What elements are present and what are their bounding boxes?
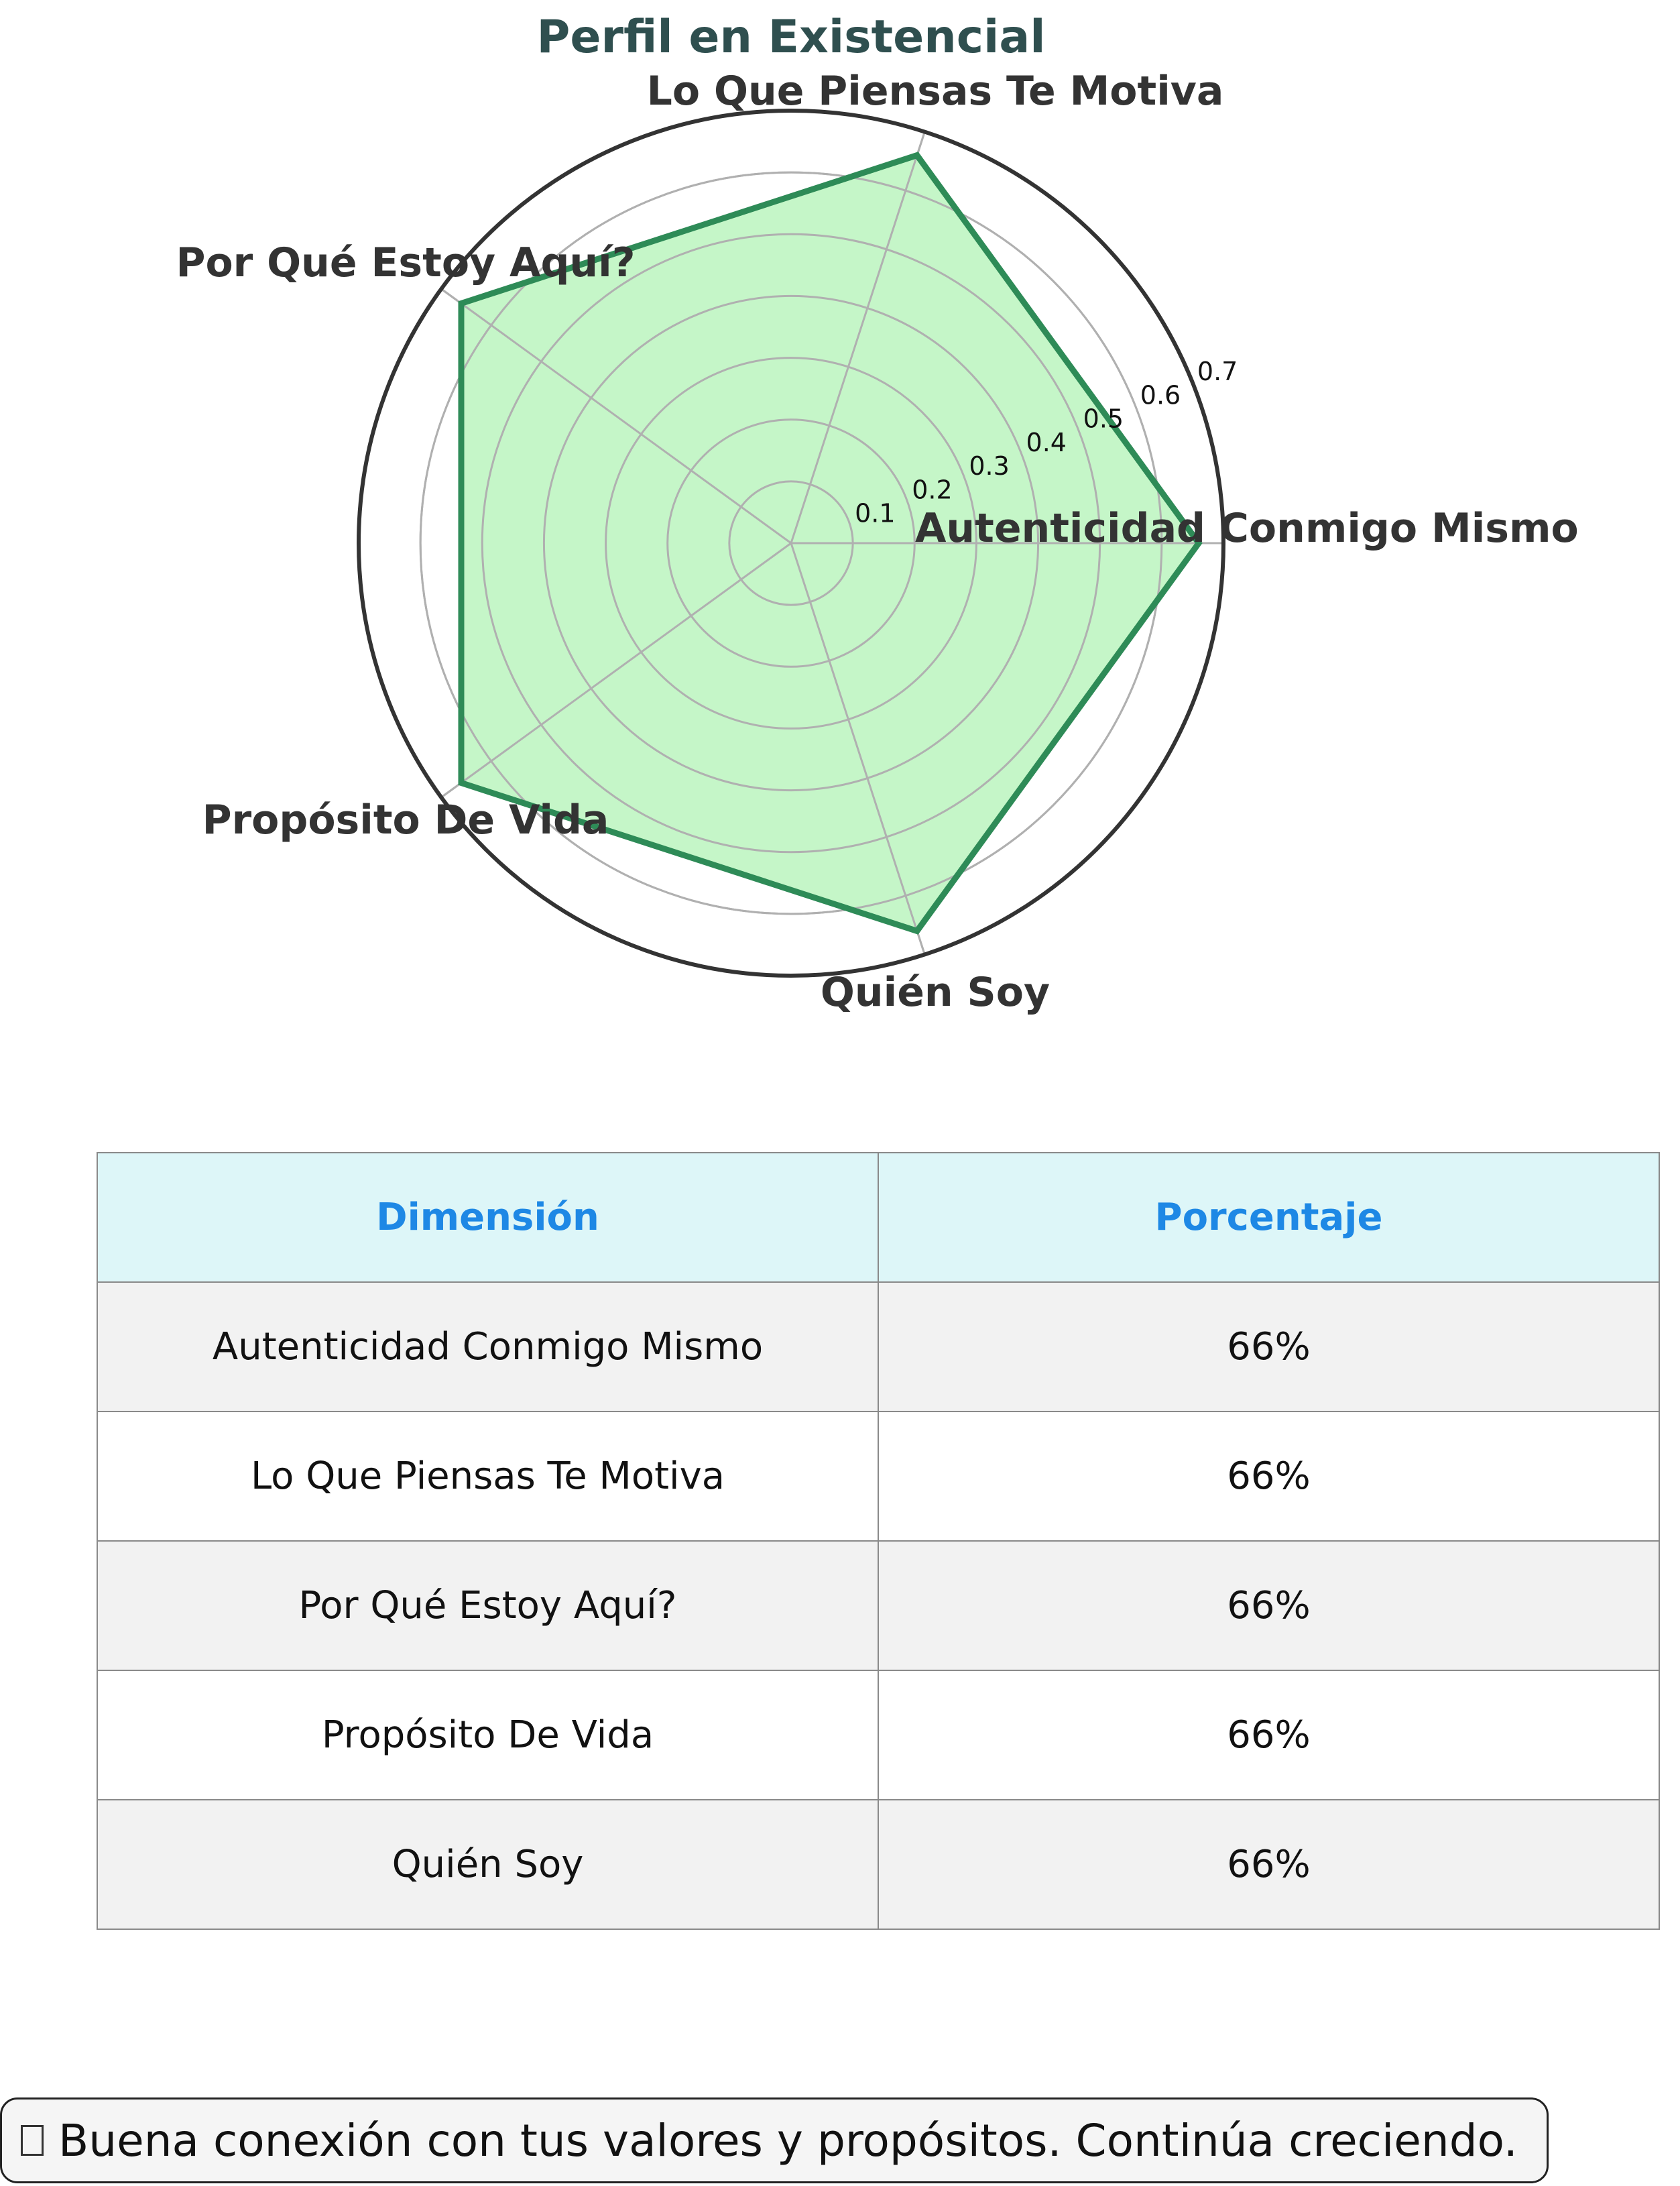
r-tick-label: 0.5 bbox=[1083, 404, 1124, 434]
missing-glyph-icon bbox=[21, 2125, 44, 2156]
header-percentage: Porcentaje bbox=[878, 1152, 1660, 1283]
polar-frame bbox=[357, 109, 1225, 978]
grid-spoke bbox=[790, 131, 926, 544]
cell-dimension: Por Qué Estoy Aquí? bbox=[97, 1540, 879, 1671]
table-row: Por Qué Estoy Aquí? 66% bbox=[97, 1540, 1660, 1671]
table-row: Quién Soy 66% bbox=[97, 1799, 1660, 1930]
r-tick-label: 0.2 bbox=[912, 475, 952, 504]
chart-title: Perfil en Existencial bbox=[536, 11, 1045, 64]
cell-percentage: 66% bbox=[878, 1799, 1660, 1930]
grid-spoke bbox=[440, 288, 792, 544]
radar-labels: 0.1 0.2 0.3 0.4 0.5 0.6 0.7 Autenticidad Conmig… bbox=[176, 68, 1578, 1016]
category-label: Quién Soy bbox=[821, 969, 1050, 1016]
results-table: Dimensión Porcentaje Autenticidad Conmig… bbox=[97, 1152, 1660, 1930]
table-row: Lo Que Piensas Te Motiva 66% bbox=[97, 1411, 1660, 1542]
cell-percentage: 66% bbox=[878, 1540, 1660, 1671]
header-dimension: Dimensión bbox=[97, 1152, 879, 1283]
data-line bbox=[458, 152, 1203, 935]
category-label: Propósito De Vida bbox=[202, 797, 609, 844]
grid-spoke bbox=[790, 542, 926, 955]
r-tick-label: 0.1 bbox=[855, 499, 895, 528]
radar-data bbox=[357, 109, 1225, 978]
r-tick-label: 0.3 bbox=[969, 451, 1009, 481]
table-row: Autenticidad Conmigo Mismo 66% bbox=[97, 1281, 1660, 1412]
cell-percentage: 66% bbox=[878, 1411, 1660, 1542]
feedback-text: Buena conexión con tus valores y propósi… bbox=[58, 2114, 1518, 2167]
radar-grid-overlay bbox=[419, 131, 1223, 955]
category-label: Autenticidad Conmigo Mismo bbox=[915, 505, 1579, 552]
cell-dimension: Autenticidad Conmigo Mismo bbox=[97, 1281, 879, 1412]
table-header-row: Dimensión Porcentaje bbox=[97, 1152, 1660, 1283]
r-tick-label: 0.6 bbox=[1140, 380, 1181, 410]
cell-dimension: Quién Soy bbox=[97, 1799, 879, 1930]
r-tick-label: 0.4 bbox=[1026, 428, 1067, 457]
grid-spoke bbox=[440, 542, 792, 799]
feedback-message: Buena conexión con tus valores y propósi… bbox=[0, 2097, 1549, 2183]
category-label: Lo Que Piensas Te Motiva bbox=[647, 68, 1224, 115]
r-tick-label: 0.7 bbox=[1197, 357, 1238, 386]
cell-dimension: Propósito De Vida bbox=[97, 1670, 879, 1800]
category-label: Por Qué Estoy Aquí? bbox=[176, 239, 635, 286]
radar-chart: 0.1 0.2 0.3 0.4 0.5 0.6 0.7 Autenticidad Conmig… bbox=[176, 11, 1578, 1016]
cell-percentage: 66% bbox=[878, 1670, 1660, 1800]
cell-percentage: 66% bbox=[878, 1281, 1660, 1412]
cell-dimension: Lo Que Piensas Te Motiva bbox=[97, 1411, 879, 1542]
table-row: Propósito De Vida 66% bbox=[97, 1670, 1660, 1800]
